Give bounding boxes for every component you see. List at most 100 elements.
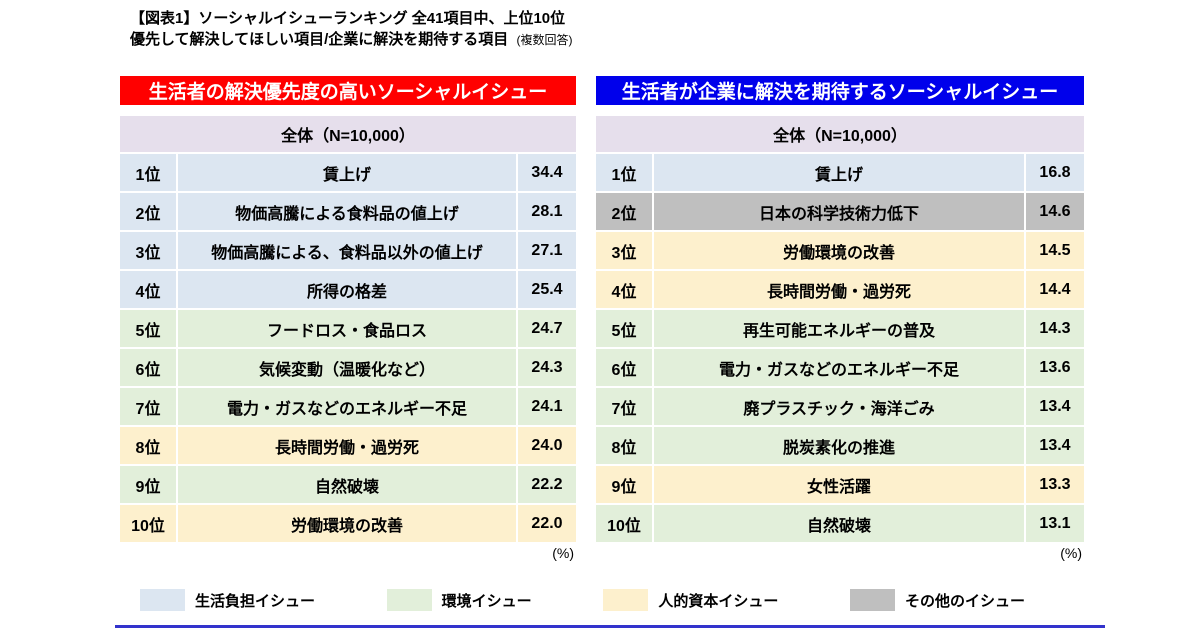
value-cell: 14.5 [1039,241,1071,259]
expectation-table-header: 全体（N=10,000） [596,116,1084,152]
expectation-table-title: 生活者が企業に解決を期待するソーシャルイシュー [596,76,1084,105]
table-row: 3位 物価高騰による、食料品以外の値上げ 27.1 [120,232,576,269]
table-row: 1位 賃上げ 34.4 [120,154,576,191]
issue-label: 気候変動（温暖化など） [176,349,518,386]
legend: 生活負担イシュー 環境イシュー 人的資本イシュー その他のイシュー [140,589,1025,611]
table-row: 6位 気候変動（温暖化など） 24.3 [120,349,576,386]
table-row: 9位 女性活躍 13.3 [596,466,1084,503]
rank-cell: 10位 [607,517,641,535]
rank-cell: 8位 [611,439,637,457]
value-cell: 22.0 [531,514,563,532]
table-row: 7位 廃プラスチック・海洋ごみ 13.4 [596,388,1084,425]
value-cell: 22.2 [531,475,563,493]
value-cell: 24.3 [531,358,563,376]
issue-label: 電力・ガスなどのエネルギー不足 [176,388,518,425]
issue-label: 脱炭素化の推進 [652,427,1026,464]
issue-label: 労働環境の改善 [176,505,518,542]
value-cell: 13.3 [1039,475,1071,493]
value-cell: 13.4 [1039,397,1071,415]
value-cell: 34.4 [531,163,563,181]
figure-title: 【図表1】ソーシャルイシューランキング 全41項目中、上位10位 [130,10,566,27]
rank-cell: 10位 [131,517,165,535]
value-cell: 13.6 [1039,358,1071,376]
rank-cell: 7位 [135,400,161,418]
issue-label: 賃上げ [652,154,1026,191]
priority-table-header: 全体（N=10,000） [120,116,576,152]
value-cell: 13.4 [1039,436,1071,454]
rank-cell: 4位 [135,283,161,301]
legend-swatch-icon [386,589,432,611]
issue-label: 電力・ガスなどのエネルギー不足 [652,349,1026,386]
issue-label: 長時間労働・過労死 [176,427,518,464]
table-row: 2位 物価高騰による食料品の値上げ 28.1 [120,193,576,230]
legend-item: その他のイシュー [849,589,1025,611]
rank-cell: 3位 [611,244,637,262]
legend-item: 人的資本イシュー [603,589,778,611]
value-cell: 14.6 [1039,202,1071,220]
table-row: 2位 日本の科学技術力低下 14.6 [596,193,1084,230]
table-row: 8位 長時間労働・過労死 24.0 [120,427,576,464]
legend-label: 人的資本イシュー [658,592,779,610]
table-row: 3位 労働環境の改善 14.5 [596,232,1084,269]
table-row: 10位 自然破壊 13.1 [596,505,1084,542]
legend-swatch-icon [603,589,649,611]
rank-cell: 1位 [611,166,637,184]
expectation-table-block: 生活者が企業に解決を期待するソーシャルイシュー 全体（N=10,000） 1位 … [596,76,1084,561]
expectation-table: 全体（N=10,000） 1位 賃上げ 16.8 2位 日本の科学技術力低下 1… [596,116,1084,542]
rank-cell: 3位 [135,244,161,262]
legend-label: その他のイシュー [904,592,1025,610]
tables-container: 生活者の解決優先度の高いソーシャルイシュー 全体（N=10,000） 1位 賃上… [120,76,1084,561]
rank-cell: 6位 [611,361,637,379]
table-row: 6位 電力・ガスなどのエネルギー不足 13.6 [596,349,1084,386]
rank-cell: 9位 [135,478,161,496]
figure-subtitle-text: 優先して解決してほしい項目/企業に解決を期待する項目 [130,31,509,48]
priority-table-block: 生活者の解決優先度の高いソーシャルイシュー 全体（N=10,000） 1位 賃上… [120,76,576,561]
figure-header: 【図表1】ソーシャルイシューランキング 全41項目中、上位10位 優先して解決し… [130,8,572,50]
value-cell: 14.4 [1039,280,1071,298]
table-row: 4位 長時間労働・過労死 14.4 [596,271,1084,308]
issue-label: 賃上げ [176,154,518,191]
table-row: 9位 自然破壊 22.2 [120,466,576,503]
value-cell: 13.1 [1039,514,1071,532]
value-cell: 16.8 [1039,163,1071,181]
table-row: 8位 脱炭素化の推進 13.4 [596,427,1084,464]
percent-unit: (%) [552,545,574,561]
rank-cell: 6位 [135,361,161,379]
value-cell: 28.1 [531,202,563,220]
legend-label: 環境イシュー [441,592,532,610]
rank-cell: 2位 [135,205,161,223]
rank-cell: 8位 [135,439,161,457]
priority-table: 全体（N=10,000） 1位 賃上げ 34.4 2位 物価高騰による食料品の値… [120,116,576,542]
issue-label: 自然破壊 [652,505,1026,542]
issue-label: 日本の科学技術力低下 [652,193,1026,230]
legend-swatch-icon [849,589,895,611]
rank-cell: 7位 [611,400,637,418]
rank-cell: 5位 [135,322,161,340]
issue-label: 物価高騰による、食料品以外の値上げ [176,232,518,269]
legend-label: 生活負担イシュー [195,592,316,610]
issue-label: フードロス・食品ロス [176,310,518,347]
value-cell: 24.0 [531,436,563,454]
value-cell: 25.4 [531,280,563,298]
legend-item: 生活負担イシュー [140,589,315,611]
priority-table-title: 生活者の解決優先度の高いソーシャルイシュー [120,76,576,105]
value-cell: 24.7 [531,319,563,337]
rank-cell: 9位 [611,478,637,496]
issue-label: 所得の格差 [176,271,518,308]
table-row: 4位 所得の格差 25.4 [120,271,576,308]
rank-cell: 1位 [135,166,161,184]
rank-cell: 4位 [611,283,637,301]
legend-item: 環境イシュー [386,589,532,611]
issue-label: 女性活躍 [652,466,1026,503]
issue-label: 廃プラスチック・海洋ごみ [652,388,1026,425]
issue-label: 再生可能エネルギーの普及 [652,310,1026,347]
table-row: 5位 再生可能エネルギーの普及 14.3 [596,310,1084,347]
value-cell: 24.1 [531,397,563,415]
issue-label: 労働環境の改善 [652,232,1026,269]
issue-label: 長時間労働・過労死 [652,271,1026,308]
percent-unit: (%) [1060,545,1082,561]
legend-swatch-icon [140,589,185,611]
issue-label: 物価高騰による食料品の値上げ [176,193,518,230]
rank-cell: 2位 [611,205,637,223]
